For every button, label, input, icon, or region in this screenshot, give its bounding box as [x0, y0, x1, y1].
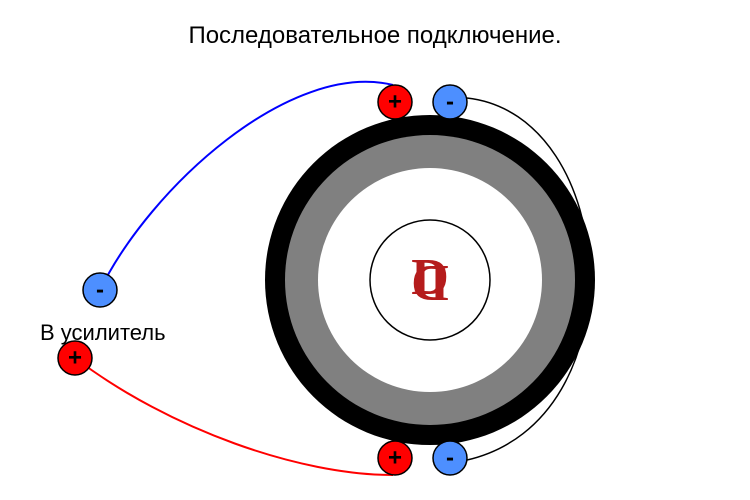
- terminal-bot-neg-sign: -: [446, 444, 454, 471]
- speaker-logo: D: [411, 249, 449, 306]
- terminal-top-neg: -: [433, 85, 467, 119]
- terminal-top-pos: +: [378, 85, 412, 119]
- terminal-bot-pos-sign: +: [388, 444, 402, 471]
- wiring-svg: DD+-+--+: [0, 0, 750, 500]
- diagram-canvas: Последовательное подключение. В усилител…: [0, 0, 750, 500]
- terminal-amp-neg-sign: -: [96, 276, 104, 303]
- speaker: DD: [265, 115, 595, 445]
- terminal-bot-pos: +: [378, 441, 412, 475]
- terminal-amp-pos-sign: +: [68, 344, 82, 371]
- terminal-amp-pos: +: [58, 341, 92, 375]
- terminal-top-pos-sign: +: [388, 88, 402, 115]
- terminal-bot-neg: -: [433, 441, 467, 475]
- terminal-amp-neg: -: [83, 273, 117, 307]
- terminal-top-neg-sign: -: [446, 88, 454, 115]
